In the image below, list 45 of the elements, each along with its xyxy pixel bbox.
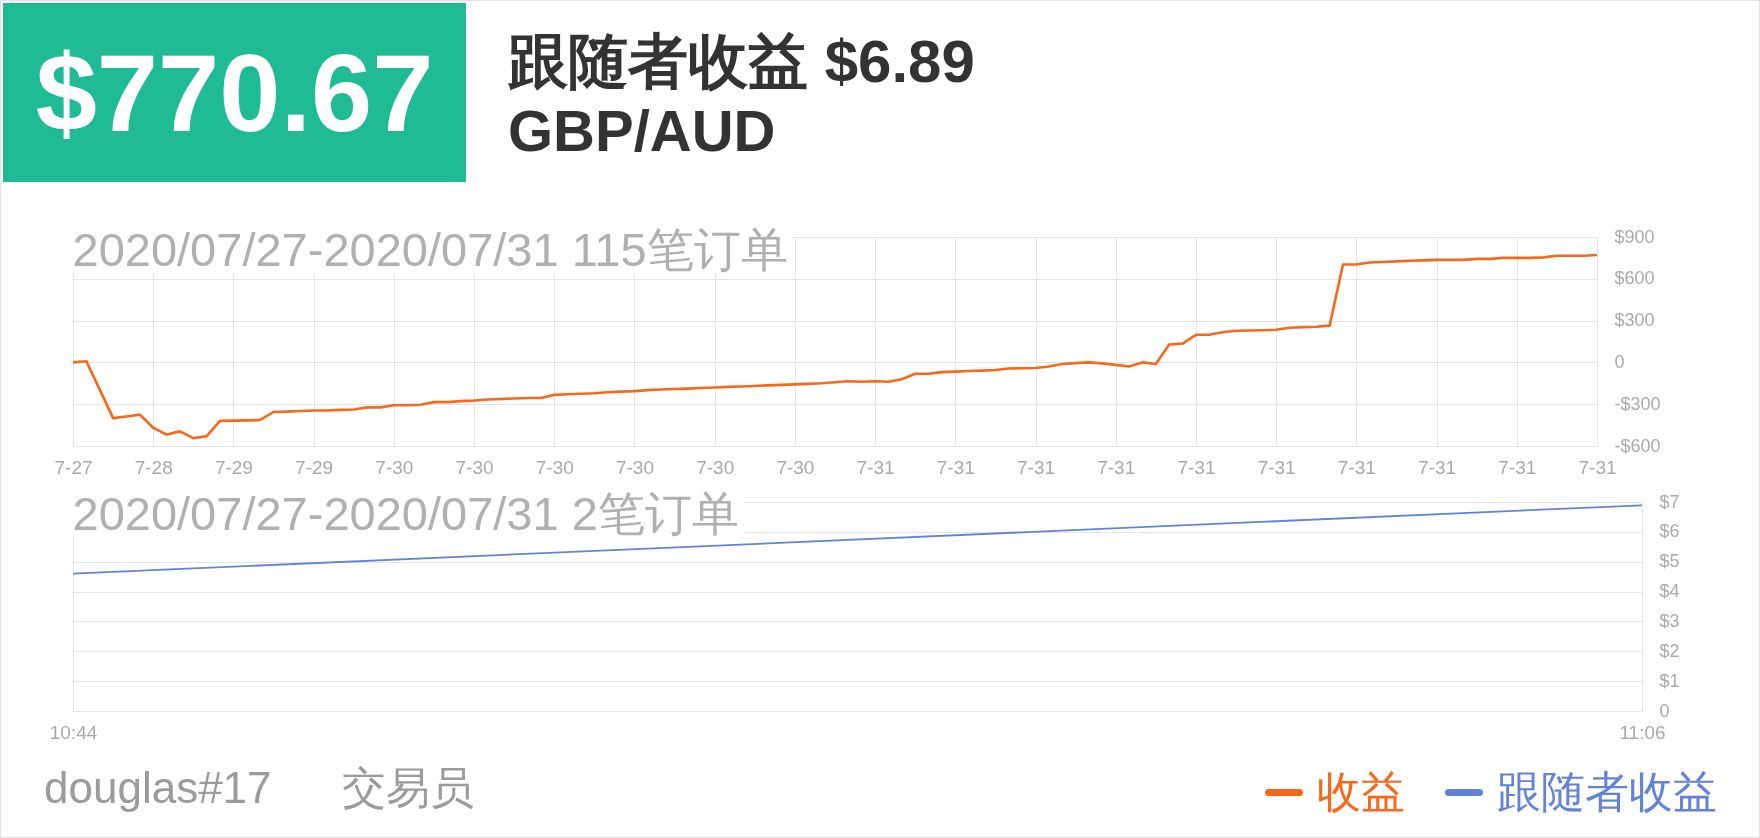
legend-label: 跟随者收益 bbox=[1497, 767, 1717, 816]
legend-label: 收益 bbox=[1317, 767, 1405, 816]
x-tick-label: 10:44 bbox=[49, 721, 98, 743]
text: GBP/AUD bbox=[508, 98, 776, 163]
y-tick-label: 0 bbox=[1659, 700, 1670, 721]
x-tick-label: 7-31 bbox=[936, 456, 975, 478]
y-tick-label: $5 bbox=[1659, 551, 1680, 572]
chart-subtitle: 2020/07/27-2020/07/31 115笔订单 bbox=[72, 223, 792, 276]
y-tick-label: -$300 bbox=[1614, 393, 1661, 414]
y-tick-label: $1 bbox=[1659, 670, 1680, 691]
x-tick-label: 7-31 bbox=[1497, 456, 1536, 478]
x-tick-label: 11:06 bbox=[1618, 721, 1666, 743]
text: 交易员 bbox=[342, 763, 474, 812]
text: douglas#17 bbox=[44, 763, 272, 812]
x-tick-label: 7-30 bbox=[535, 456, 574, 478]
x-tick-label: 7-30 bbox=[775, 456, 814, 478]
x-tick-label: 7-28 bbox=[134, 456, 173, 478]
y-tick-label: $900 bbox=[1614, 226, 1655, 247]
x-tick-label: 7-29 bbox=[214, 456, 253, 478]
y-tick-label: $300 bbox=[1614, 310, 1655, 331]
text: 跟随者收益 $6.89 bbox=[508, 28, 975, 95]
x-tick-label: 7-30 bbox=[455, 456, 494, 478]
badge: $770.67 bbox=[3, 3, 466, 182]
x-tick-label: 7-29 bbox=[294, 456, 333, 478]
x-tick-label: 7-31 bbox=[856, 456, 895, 478]
y-tick-label: $7 bbox=[1659, 491, 1680, 512]
y-tick-label: $6 bbox=[1659, 521, 1680, 542]
x-tick-label: 7-31 bbox=[1577, 456, 1617, 478]
x-tick-label: 7-31 bbox=[1337, 456, 1376, 478]
chart-subtitle: 2020/07/27-2020/07/31 2笔订单 bbox=[72, 487, 740, 540]
x-tick-label: 7-31 bbox=[1257, 456, 1296, 478]
x-tick-label: 7-27 bbox=[53, 456, 93, 478]
y-tick-label: $4 bbox=[1659, 581, 1680, 602]
y-tick-label: $3 bbox=[1659, 610, 1680, 631]
x-tick-label: 7-31 bbox=[1176, 456, 1215, 478]
x-tick-label: 7-31 bbox=[1417, 456, 1456, 478]
x-tick-label: 7-31 bbox=[1096, 456, 1135, 478]
y-tick-label: -$600 bbox=[1614, 435, 1661, 456]
y-tick-label: $2 bbox=[1659, 640, 1680, 661]
y-tick-label: 0 bbox=[1614, 351, 1625, 372]
x-tick-label: 7-30 bbox=[374, 456, 413, 478]
x-tick-label: 7-30 bbox=[615, 456, 654, 478]
x-tick-label: 7-30 bbox=[695, 456, 734, 478]
x-tick-label: 7-31 bbox=[1016, 456, 1055, 478]
y-tick-label: $600 bbox=[1614, 268, 1655, 289]
